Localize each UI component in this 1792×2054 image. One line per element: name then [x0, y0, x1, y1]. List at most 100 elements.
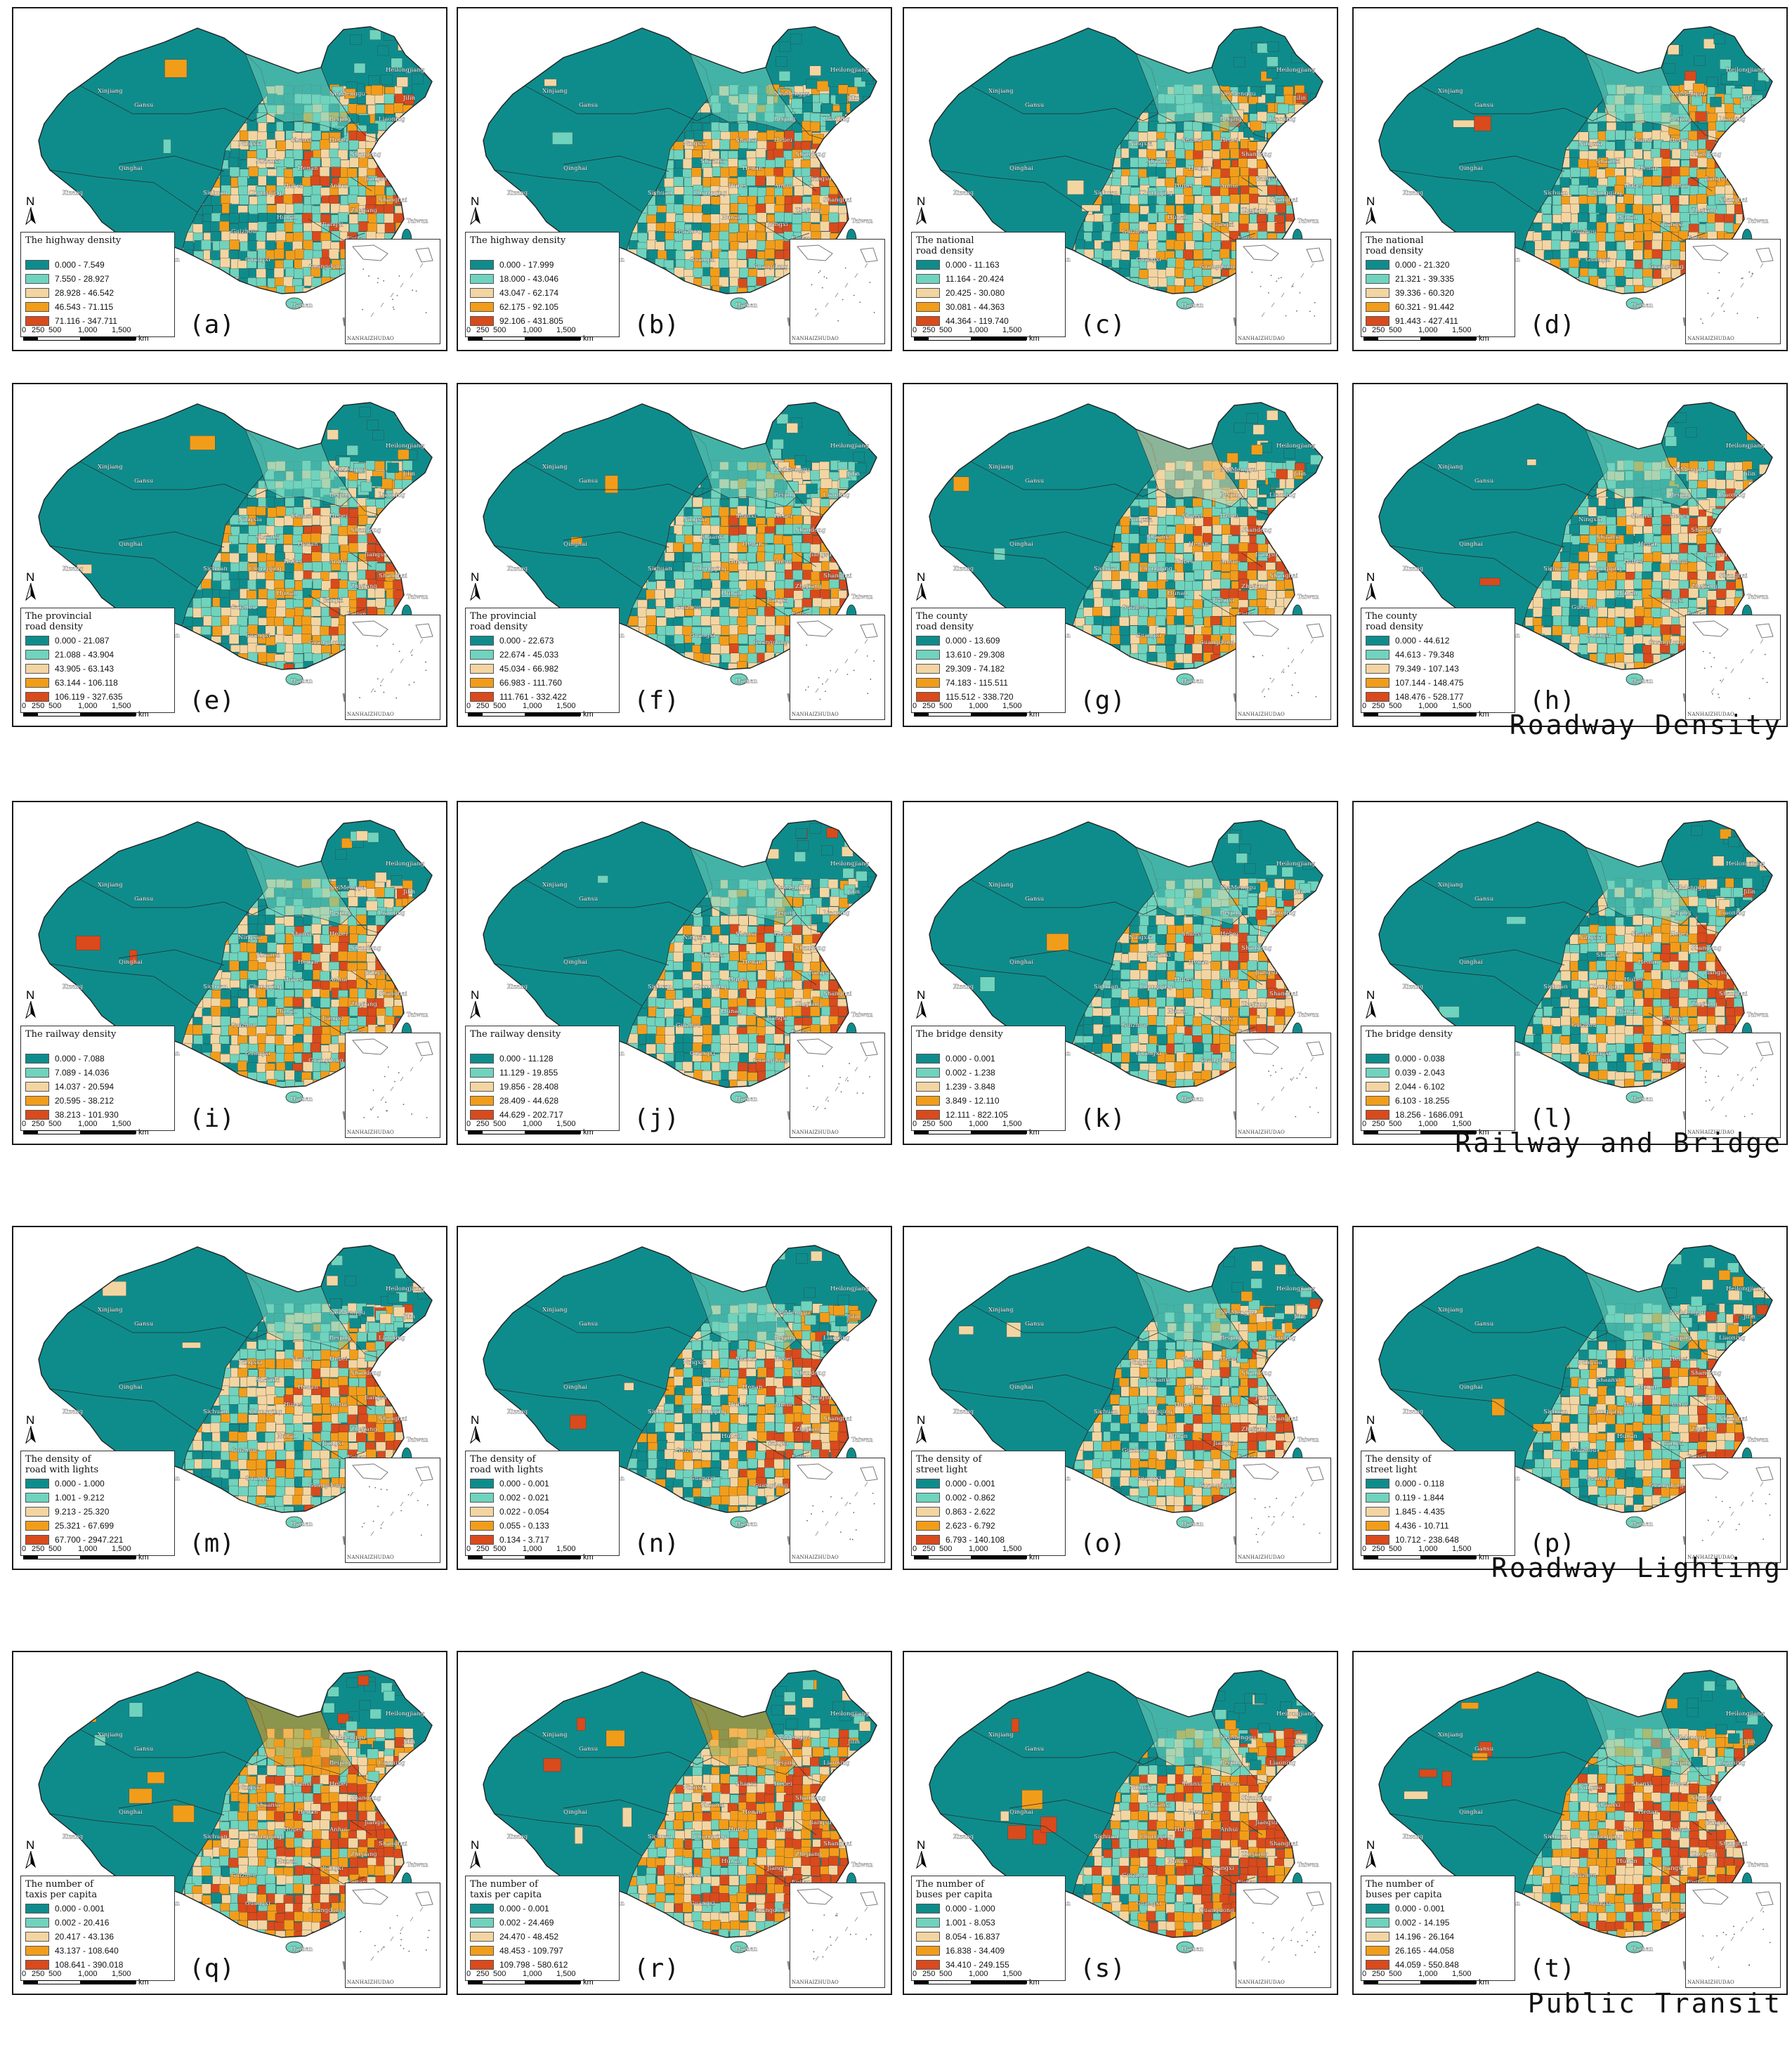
prefecture-cell — [1744, 204, 1755, 216]
scale-unit: km — [583, 334, 594, 343]
scale-tick-label: 0 — [466, 326, 471, 334]
prefecture-cell — [1266, 590, 1277, 601]
prefecture-cell — [229, 240, 240, 250]
place-label: Shandong — [351, 527, 381, 534]
prefecture-cell — [403, 497, 414, 509]
map-legend: The national road density 0.000 - 11.163 1… — [911, 232, 1066, 337]
prefecture-cell — [1652, 194, 1663, 204]
prefecture-cell — [552, 132, 573, 145]
prefecture-cell — [842, 502, 854, 513]
prefecture-cell — [816, 80, 829, 91]
north-letter: N — [26, 570, 35, 584]
prefecture-cell — [329, 148, 340, 159]
place-label: Guizhou — [1571, 228, 1597, 235]
prefecture-cell — [274, 517, 285, 528]
prefecture-cell — [219, 240, 230, 251]
prefecture-cell — [637, 607, 648, 618]
place-label: Hainan — [291, 678, 313, 685]
prefecture-cell — [1212, 662, 1223, 669]
prefecture-cell — [1201, 176, 1212, 186]
prefecture-cell — [1256, 461, 1267, 472]
prefecture-cell — [201, 662, 211, 669]
place-label: Sichuan — [648, 565, 672, 573]
prefecture-cell — [1119, 222, 1130, 233]
place-label: Jiangxi — [1212, 597, 1234, 604]
prefecture-cell — [700, 615, 711, 626]
prefecture-cell — [1201, 131, 1212, 142]
prefecture-cell — [835, 93, 847, 104]
legend-swatch — [25, 692, 49, 702]
prefecture-cell — [1192, 561, 1203, 571]
prefecture-cell — [1174, 643, 1185, 654]
prefecture-cell — [267, 507, 277, 518]
place-label: Shaanxi — [700, 534, 725, 541]
prefecture-cell — [396, 77, 408, 87]
prefecture-cell — [248, 615, 259, 626]
prefecture-cell — [293, 232, 303, 243]
prefecture-cell — [1275, 148, 1286, 159]
prefecture-cell — [201, 240, 211, 251]
map-legend: The highway density 0.000 - 17.999 18.000 … — [465, 232, 620, 337]
place-label: Guangxi — [1136, 256, 1161, 263]
prefecture-cell — [328, 543, 339, 554]
place-label: Sichuan — [203, 190, 228, 197]
legend-title: The highway density — [25, 235, 122, 246]
place-label: NeiMenggu — [774, 91, 810, 98]
prefecture-cell — [1220, 276, 1231, 287]
prefecture-cell — [1274, 157, 1285, 168]
prefecture-cell — [337, 149, 348, 160]
north-arrow-icon: N — [914, 570, 929, 603]
prefecture-cell — [403, 562, 413, 573]
prefecture-cell — [719, 542, 730, 553]
map-panel-b: Xinjiang Gansu Qinghai Xizang NeiMenggu Heilo… — [457, 7, 892, 351]
prefecture-cell — [666, 249, 677, 260]
prefecture-cell — [664, 178, 674, 189]
prefecture-cell — [846, 563, 857, 573]
prefecture-cell — [605, 475, 618, 494]
place-label: Guangdong — [1649, 263, 1684, 270]
prefecture-cell — [1671, 148, 1682, 159]
place-label: Henan — [743, 541, 763, 548]
prefecture-cell — [1294, 506, 1305, 517]
prefecture-cell — [776, 653, 786, 663]
place-label: Jiangsu — [1704, 176, 1727, 183]
prefecture-cell — [1614, 267, 1625, 277]
place-label: Guangdong — [308, 263, 344, 270]
inset-caption: NANHAIZHUDAO — [1687, 336, 1734, 341]
legend-class-range: 28.928 - 46.542 — [55, 288, 115, 298]
place-label: Jiangxi — [766, 221, 788, 228]
prefecture-cell — [629, 268, 640, 279]
prefecture-cell — [790, 34, 802, 44]
prefecture-cell — [1267, 141, 1278, 152]
legend-swatch — [25, 302, 49, 312]
place-label: Hebei — [329, 513, 348, 520]
place-label: Hainan — [735, 302, 758, 309]
place-label: Xizang — [63, 565, 84, 573]
place-label: Guangdong — [753, 639, 788, 646]
prefecture-cell — [829, 517, 840, 528]
map-legend: The provincial road density 0.000 - 22.67… — [465, 608, 620, 713]
prefecture-cell — [1219, 652, 1231, 662]
prefecture-cell — [1111, 625, 1121, 636]
prefecture-cell — [376, 535, 386, 546]
prefecture-cell — [675, 250, 686, 261]
prefecture-cell — [738, 203, 748, 214]
prefecture-cell — [258, 122, 268, 133]
legend-swatch — [25, 260, 49, 270]
place-label: Jiangsu — [1255, 176, 1278, 183]
legend-class-row: 0.000 - 13.609 — [916, 634, 1061, 648]
prefecture-cell — [1265, 122, 1277, 133]
prefecture-cell — [738, 186, 748, 197]
prefecture-cell — [755, 506, 766, 517]
prefecture-cell — [238, 533, 249, 544]
prefecture-cell — [1101, 634, 1112, 644]
place-label: Guizhou — [1122, 228, 1147, 235]
legend-swatch — [470, 678, 494, 688]
prefecture-cell — [265, 580, 276, 591]
prefecture-cell — [1696, 488, 1707, 498]
prefecture-cell — [1093, 652, 1104, 663]
place-label: Xinjiang — [542, 464, 568, 471]
legend-swatch — [25, 678, 49, 688]
prefecture-cell — [310, 606, 322, 617]
legend-swatch — [25, 664, 49, 674]
